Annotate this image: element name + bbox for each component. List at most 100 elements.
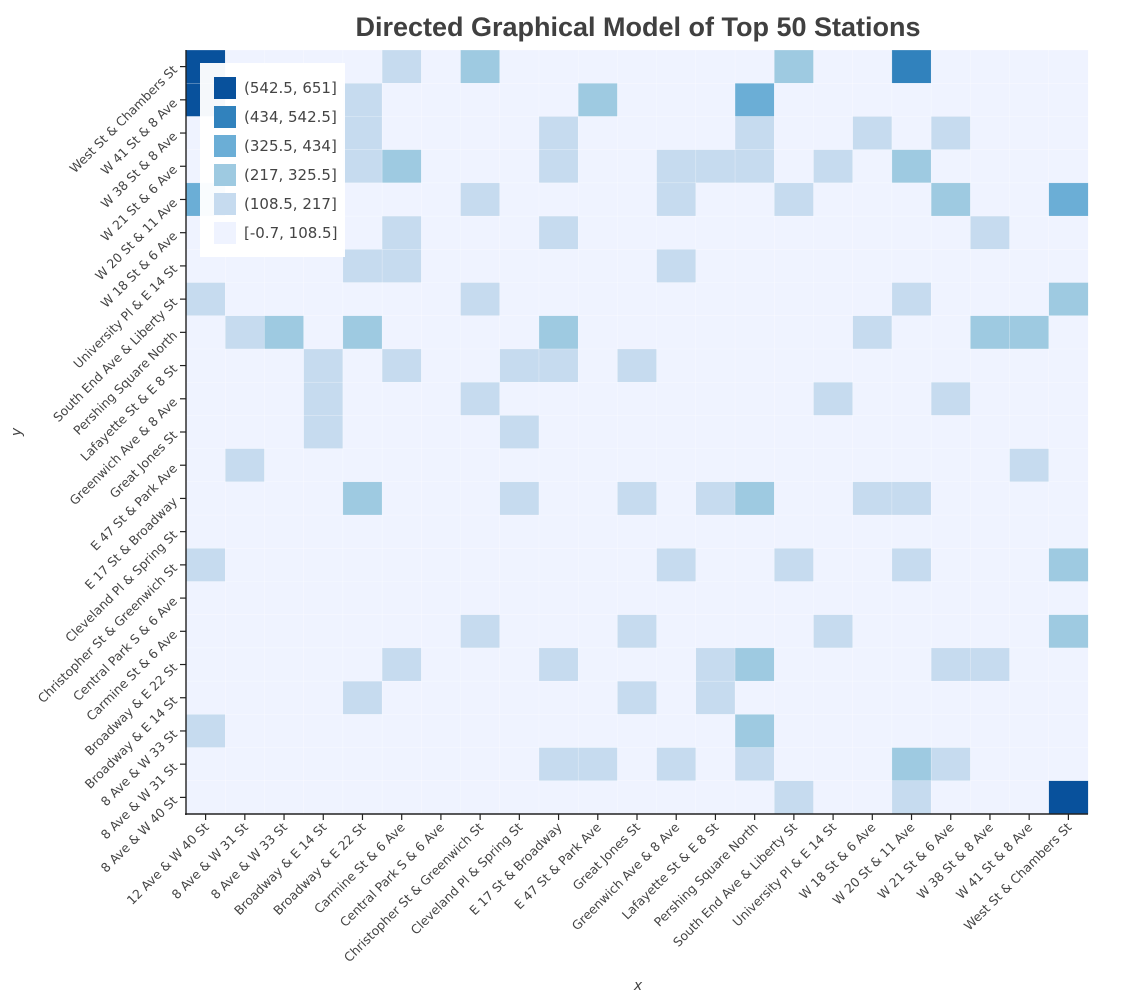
heatmap-cell [577,780,618,815]
heatmap-cell [617,747,658,782]
heatmap-cell [499,548,540,582]
heatmap-cell [421,315,461,350]
heatmap-cell [460,448,501,483]
heatmap-cell [225,614,265,649]
heatmap-cell [930,215,971,250]
heatmap-cell [656,581,697,616]
heatmap-cell [264,647,305,682]
heatmap-cell [225,714,265,748]
heatmap-cell [774,614,814,649]
heatmap-cell [774,348,814,383]
heatmap-cell [852,381,893,416]
heatmap-cell [264,282,305,317]
heatmap-cell [774,448,814,483]
heatmap-cell [1048,780,1089,815]
heatmap-cell [303,647,344,682]
heatmap-cell [930,647,971,682]
heatmap-cell [617,647,658,682]
heatmap-cell [421,49,461,84]
heatmap-cell [930,680,971,715]
heatmap-cell [499,149,540,184]
heatmap-cell [852,548,893,582]
heatmap-cell [970,249,1010,283]
heatmap-cell [1048,448,1089,483]
heatmap-cell [342,49,383,84]
heatmap-cell [852,780,893,815]
heatmap-cell [538,415,579,450]
heatmap-cell [381,647,422,682]
heatmap-cell [813,647,854,682]
heatmap-cell [930,415,971,450]
heatmap-cell [930,448,971,483]
heatmap-cell [421,747,461,782]
heatmap-cell [656,249,697,283]
heatmap-cell [225,747,265,782]
heatmap-cell [695,182,736,217]
heatmap-cell [499,282,540,317]
heatmap-cell [617,315,658,350]
heatmap-cell [225,381,265,416]
heatmap-cell [1048,647,1089,682]
heatmap-cell [460,282,501,317]
legend-label: (542.5, 651] [244,79,337,97]
heatmap-cell [695,680,736,715]
heatmap-cell [538,49,579,84]
heatmap-cell [185,381,226,416]
heatmap-cell [852,215,893,250]
heatmap-cell [656,747,697,782]
legend-label: (217, 325.5] [244,166,337,184]
heatmap-cell [577,581,618,616]
heatmap-cell [656,282,697,317]
heatmap-cell [970,614,1010,649]
heatmap-cell [617,581,658,616]
heatmap-cell [656,315,697,350]
heatmap-cell [577,680,618,715]
heatmap-cell [264,315,305,350]
heatmap-cell [421,780,461,815]
heatmap-cell [342,481,383,516]
heatmap-cell [264,348,305,383]
heatmap-cell [970,149,1010,184]
heatmap-cell [499,315,540,350]
heatmap-cell [460,481,501,516]
heatmap-cell [852,647,893,682]
heatmap-cell [1009,215,1050,250]
heatmap-cell [499,381,540,416]
heatmap-cell [577,481,618,516]
heatmap-cell [774,581,814,616]
heatmap-cell [185,581,226,616]
heatmap-cell [381,747,422,782]
heatmap-cell [891,614,932,649]
heatmap-cell [499,514,540,549]
heatmap-cell [891,282,932,317]
heatmap-cell [695,249,736,283]
heatmap-cell [342,83,383,117]
heatmap-cell [813,448,854,483]
heatmap-cell [1048,381,1089,416]
heatmap-cell [381,581,422,616]
heatmap-cell [1009,348,1050,383]
heatmap-cell [1048,415,1089,450]
heatmap-cell [813,83,854,117]
heatmap-cell [930,116,971,151]
axes [180,50,1088,820]
heatmap-cell [813,249,854,283]
heatmap-cell [1048,182,1089,217]
heatmap-cell [303,514,344,549]
heatmap-cell [342,780,383,815]
heatmap-cell [930,780,971,815]
heatmap-cell [774,215,814,250]
heatmap-cell [813,481,854,516]
heatmap-cell [970,49,1010,84]
heatmap-cell [617,49,658,84]
heatmap-cell [381,780,422,815]
heatmap-cell [577,315,618,350]
heatmap-cell [852,116,893,151]
heatmap-cell [1009,548,1050,582]
heatmap-cell [342,249,383,283]
heatmap-cell [577,249,618,283]
heatmap-cell [577,714,618,748]
heatmap-cell [185,514,226,549]
heatmap-cell [460,415,501,450]
heatmap-cell [656,83,697,117]
